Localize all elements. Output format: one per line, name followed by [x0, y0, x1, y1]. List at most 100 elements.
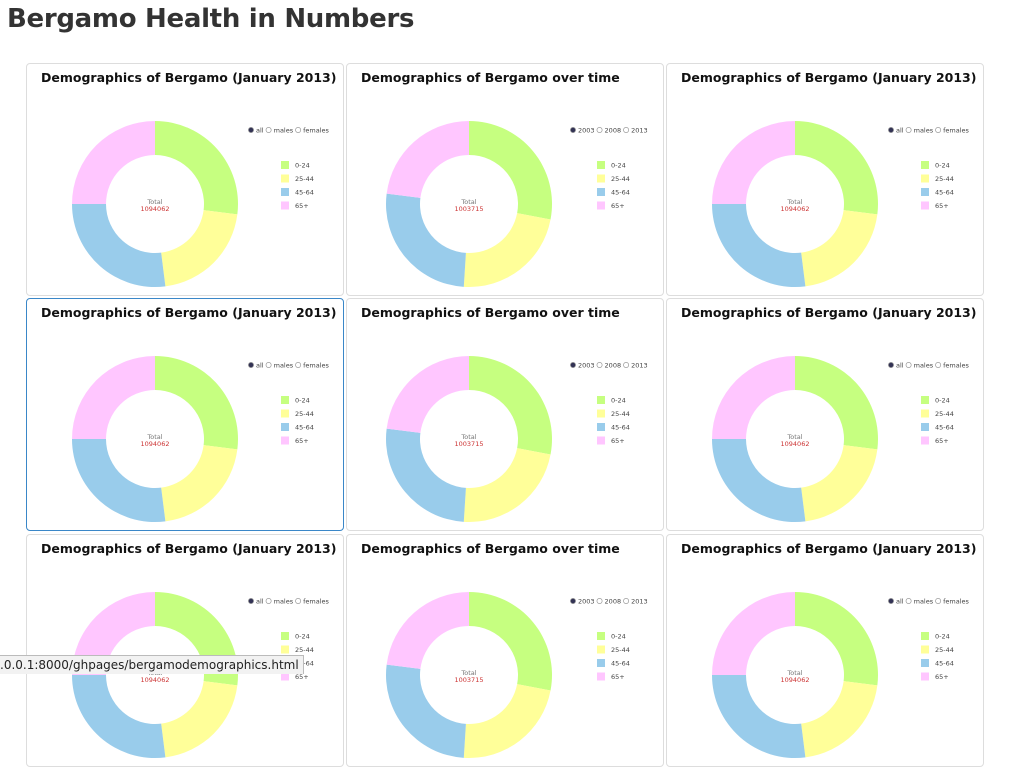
panel-canvas: Demographics of Bergamo over time 2003 200… — [361, 70, 648, 287]
radio-label: 2008 — [605, 127, 622, 135]
total-label: Total — [460, 198, 476, 206]
donut-segment — [386, 592, 469, 669]
panel-title: Demographics of Bergamo (January 2013) — [41, 70, 336, 85]
donut-segment — [72, 204, 166, 287]
legend-label: 25-44 — [611, 646, 630, 654]
chart-panel[interactable]: Demographics of Bergamo (January 2013) al… — [666, 63, 984, 296]
radio-button[interactable] — [623, 598, 630, 604]
panel-title: Demographics of Bergamo (January 2013) — [41, 305, 336, 320]
radio-button[interactable] — [888, 362, 894, 368]
radio-button[interactable] — [596, 598, 603, 604]
legend-swatch — [921, 645, 929, 654]
radio-button[interactable] — [248, 362, 254, 368]
donut-segment — [155, 121, 238, 215]
radio-button[interactable] — [295, 127, 302, 133]
radio-button[interactable] — [935, 362, 942, 368]
panel-canvas: Demographics of Bergamo (January 2013) al… — [681, 541, 976, 758]
total-label: Total — [786, 433, 802, 441]
legend-swatch — [921, 436, 929, 445]
radio-label: males — [274, 127, 294, 135]
radio-button[interactable] — [905, 598, 912, 604]
legend-swatch — [281, 188, 289, 196]
radio-button[interactable] — [623, 127, 630, 133]
donut-segment — [469, 356, 552, 455]
radio-button[interactable] — [935, 127, 942, 133]
radio-button[interactable] — [570, 362, 576, 368]
radio-button[interactable] — [888, 127, 894, 133]
legend-swatch — [281, 174, 289, 183]
chart-panel[interactable]: Demographics of Bergamo over time 2003 200… — [346, 534, 664, 767]
radio-label: females — [303, 127, 329, 135]
total-label: Total — [146, 198, 162, 206]
donut-segment — [161, 681, 238, 758]
legend-swatch — [281, 632, 289, 640]
panel-title: Demographics of Bergamo (January 2013) — [681, 541, 976, 556]
radio-label: all — [896, 362, 904, 370]
legend-label: 65+ — [295, 673, 309, 681]
total-value: 1003715 — [455, 440, 484, 448]
chart-panel[interactable]: Demographics of Bergamo over time 2003 200… — [346, 63, 664, 296]
legend-label: 0-24 — [295, 162, 310, 170]
panel-canvas: Demographics of Bergamo over time 2003 200… — [361, 305, 648, 522]
radio-button[interactable] — [570, 598, 576, 604]
radio-button[interactable] — [905, 362, 912, 368]
donut-segment — [712, 121, 795, 204]
radio-label: 2008 — [605, 598, 622, 606]
legend-label: 45-64 — [611, 660, 630, 668]
donut-segment — [72, 121, 155, 204]
radio-button[interactable] — [248, 598, 254, 604]
panel-canvas: Demographics of Bergamo (January 2013) al… — [681, 70, 976, 287]
radio-button[interactable] — [935, 598, 942, 604]
radio-label: females — [943, 127, 969, 135]
legend-swatch — [597, 188, 605, 196]
radio-label: all — [256, 362, 264, 370]
chart-panel[interactable]: Demographics of Bergamo (January 2013) al… — [26, 298, 344, 531]
legend-swatch — [281, 396, 289, 404]
chart-panel[interactable]: Demographics of Bergamo (January 2013) al… — [26, 63, 344, 296]
chart-panel[interactable]: Demographics of Bergamo over time 2003 200… — [346, 298, 664, 531]
legend-swatch — [281, 645, 289, 654]
legend-label: 0-24 — [295, 397, 310, 405]
radio-button[interactable] — [295, 362, 302, 368]
radio-label: 2003 — [578, 598, 595, 606]
radio-label: females — [943, 598, 969, 606]
legend-label: 25-44 — [935, 410, 954, 418]
radio-button[interactable] — [265, 127, 272, 133]
donut-segment — [469, 121, 552, 220]
radio-button[interactable] — [888, 598, 894, 604]
donut-segment — [463, 448, 551, 522]
radio-button[interactable] — [295, 598, 302, 604]
legend-label: 65+ — [295, 437, 309, 445]
radio-label: males — [274, 362, 294, 370]
chart-panel[interactable]: Demographics of Bergamo (January 2013) al… — [666, 298, 984, 531]
legend-label: 25-44 — [935, 175, 954, 183]
panel-canvas: Demographics of Bergamo (January 2013) al… — [41, 541, 336, 758]
radio-button[interactable] — [596, 127, 603, 133]
radio-button[interactable] — [570, 127, 576, 133]
panel-title: Demographics of Bergamo (January 2013) — [41, 541, 336, 556]
chart-panel[interactable]: Demographics of Bergamo (January 2013) al… — [26, 534, 344, 767]
total-value: 1094062 — [141, 676, 170, 684]
radio-label: all — [256, 127, 264, 135]
legend-label: 0-24 — [935, 397, 950, 405]
legend-label: 0-24 — [295, 633, 310, 641]
radio-label: females — [303, 362, 329, 370]
legend-label: 65+ — [611, 437, 625, 445]
legend-swatch — [597, 632, 605, 640]
legend-swatch — [597, 396, 605, 404]
radio-label: males — [914, 598, 934, 606]
panel-title: Demographics of Bergamo over time — [361, 70, 620, 85]
status-bar: .0.0.1:8000/ghpages/bergamodemographics.… — [0, 655, 304, 674]
radio-button[interactable] — [596, 362, 603, 368]
radio-button[interactable] — [248, 127, 254, 133]
radio-label: 2013 — [631, 362, 648, 370]
radio-label: 2013 — [631, 598, 648, 606]
donut-segment — [161, 445, 238, 522]
radio-button[interactable] — [905, 127, 912, 133]
radio-button[interactable] — [623, 362, 630, 368]
radio-button[interactable] — [265, 598, 272, 604]
chart-panel[interactable]: Demographics of Bergamo (January 2013) al… — [666, 534, 984, 767]
radio-button[interactable] — [265, 362, 272, 368]
legend-label: 25-44 — [295, 410, 314, 418]
legend-label: 45-64 — [935, 189, 954, 197]
